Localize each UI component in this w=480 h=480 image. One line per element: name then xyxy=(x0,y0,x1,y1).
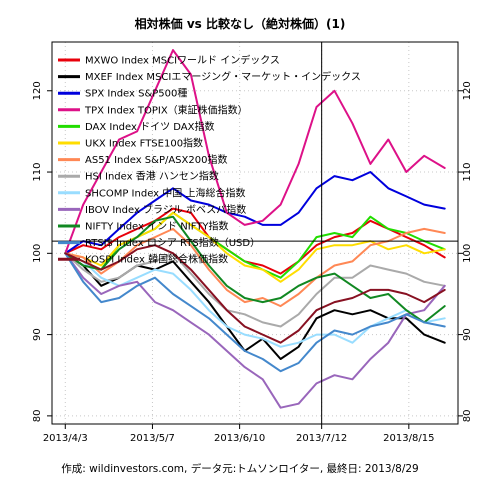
legend-label-3: SPX Index S&P500種 xyxy=(85,87,187,100)
x-tick-label: 2013/8/15 xyxy=(383,433,434,444)
series-line-9 xyxy=(64,252,446,348)
series-line-4 xyxy=(64,49,446,255)
y-tick-label-left: 100 xyxy=(32,244,43,263)
y-tick-label-left: 120 xyxy=(32,81,43,100)
x-tick-label: 2013/6/10 xyxy=(214,433,265,444)
legend-label-7: AS51 Index S&P/ASX200指数 xyxy=(85,153,227,166)
series-line-1 xyxy=(64,207,446,275)
series-line-3 xyxy=(64,171,446,255)
series-line-8 xyxy=(64,252,446,328)
series-line-12 xyxy=(64,252,446,373)
plot-frame xyxy=(51,41,459,425)
axes: 80 80 90 90 100 100 110 110 120 120 2013/4/3 2013/5… xyxy=(32,41,473,444)
legend-label-9: SHCOMP Index 中国 上海総合指数 xyxy=(85,186,245,199)
y-tick-label-left: 110 xyxy=(32,162,43,181)
series-line-13 xyxy=(64,244,446,344)
y-tick-label-right: 90 xyxy=(462,328,473,341)
y-tick-label-right: 100 xyxy=(462,244,473,263)
x-tick-label: 2013/5/7 xyxy=(130,433,175,444)
chart-caption: 作成: wildinvestors.com, データ元:トムソンロイター, 最終… xyxy=(61,462,418,475)
series-line-11 xyxy=(64,215,446,324)
legend-label-8: HSI Index 香港 ハンセン指数 xyxy=(85,170,219,183)
y-tick-label-left: 80 xyxy=(32,410,43,423)
legend-label-1: MXWO Index MSCIワールド インデックス xyxy=(85,54,280,67)
chart-title: 相対株価 vs 比較なし（絶対株価）(1) xyxy=(135,16,346,31)
y-tick-label-right: 120 xyxy=(462,81,473,100)
x-tick-label: 2013/4/3 xyxy=(43,433,88,444)
y-tick-label-left: 90 xyxy=(32,328,43,341)
legend-label-11: NIFTY Index インド NIFTY指数 xyxy=(85,220,229,233)
x-tick-label: 2013/7/12 xyxy=(296,433,347,444)
y-tick-label-right: 110 xyxy=(462,162,473,181)
y-tick-label-right: 80 xyxy=(462,410,473,423)
legend-label-5: DAX Index ドイツ DAX指数 xyxy=(85,120,215,133)
legend: MXWO Index MSCIワールド インデックス MXEF Index MSC… xyxy=(58,54,361,266)
legend-label-4: TPX Index TOPIX（東証株価指数） xyxy=(84,103,248,116)
legend-label-6: UKX Index FTSE100指数 xyxy=(85,137,203,150)
series-line-10 xyxy=(64,252,446,409)
legend-label-13: KOSPI Index 韓国総合株価指数 xyxy=(85,253,228,266)
legend-label-10: IBOV Index ブラジル ボベスパ指数 xyxy=(85,203,246,216)
reference-lines xyxy=(52,42,458,424)
legend-label-12: RTSI$ Index ロシア RTS指数（USD） xyxy=(85,236,260,249)
legend-label-2: MXEF Index MSCIエマージング・マーケット・インデックス xyxy=(85,70,361,83)
